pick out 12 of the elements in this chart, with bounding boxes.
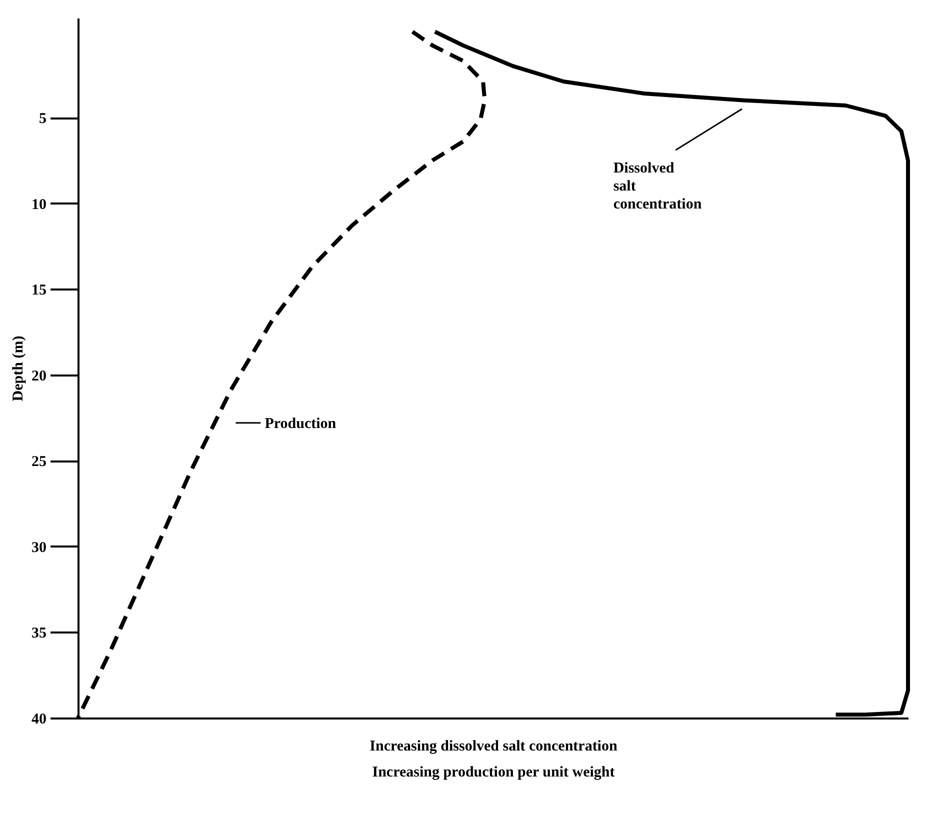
y-tick-label: 20 bbox=[32, 368, 46, 384]
y-tick-label: 25 bbox=[32, 454, 46, 470]
annotation: Dissolved salt concentration bbox=[613, 160, 702, 212]
annotation: Production bbox=[264, 416, 337, 432]
y-tick-label: 35 bbox=[32, 626, 46, 642]
x-axis-title: Increasing dissolved salt concentration Increasing production per unit weight bbox=[370, 738, 618, 780]
y-tick-label: 40 bbox=[32, 712, 46, 728]
y-tick-label: 10 bbox=[32, 196, 46, 213]
y-axis-title: Depth (m) bbox=[10, 336, 26, 402]
y-tick-label: 15 bbox=[32, 282, 46, 299]
y-tick-label: 30 bbox=[32, 540, 46, 556]
y-tick-label: 5 bbox=[39, 111, 46, 128]
